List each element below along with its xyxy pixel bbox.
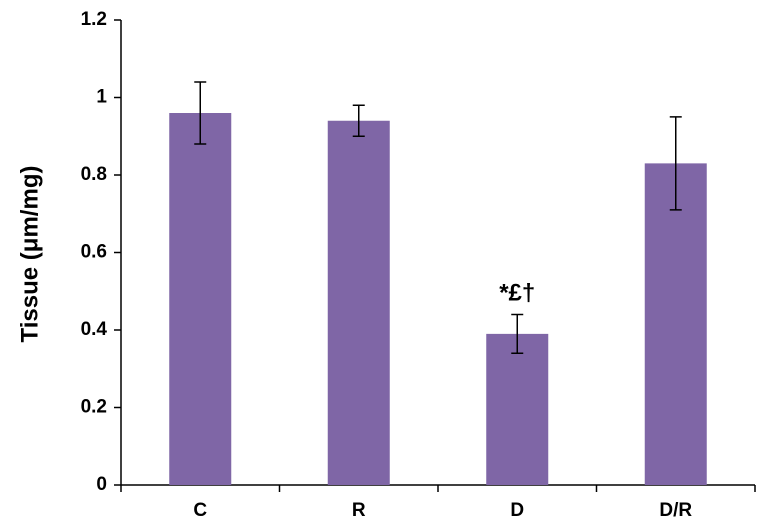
y-tick-label: 0.4 [81, 319, 108, 340]
y-tick-label: 1 [96, 87, 107, 108]
y-tick-label: 0 [96, 474, 107, 495]
bar [644, 163, 707, 485]
bar [169, 113, 232, 485]
significance-annotation: *£† [499, 280, 535, 307]
bar [486, 333, 549, 485]
y-tick-label: 0.8 [81, 164, 107, 185]
bars [169, 81, 707, 485]
y-tick-label: 1.2 [81, 9, 107, 30]
y-tick-label: 0.2 [81, 397, 107, 418]
labels: 0 0.2 0.4 0.6 0.8 1 1.2 C R D D/R *£† [81, 9, 693, 521]
x-tick-label: D/R [659, 500, 692, 521]
y-axis-title: Tissue (μm/mg) [16, 166, 43, 343]
x-tick-label: R [352, 500, 366, 521]
x-tick-label: D [510, 500, 524, 521]
x-tick-label: C [193, 500, 207, 521]
y-tick-label: 0.6 [81, 242, 107, 263]
bar [327, 120, 390, 485]
